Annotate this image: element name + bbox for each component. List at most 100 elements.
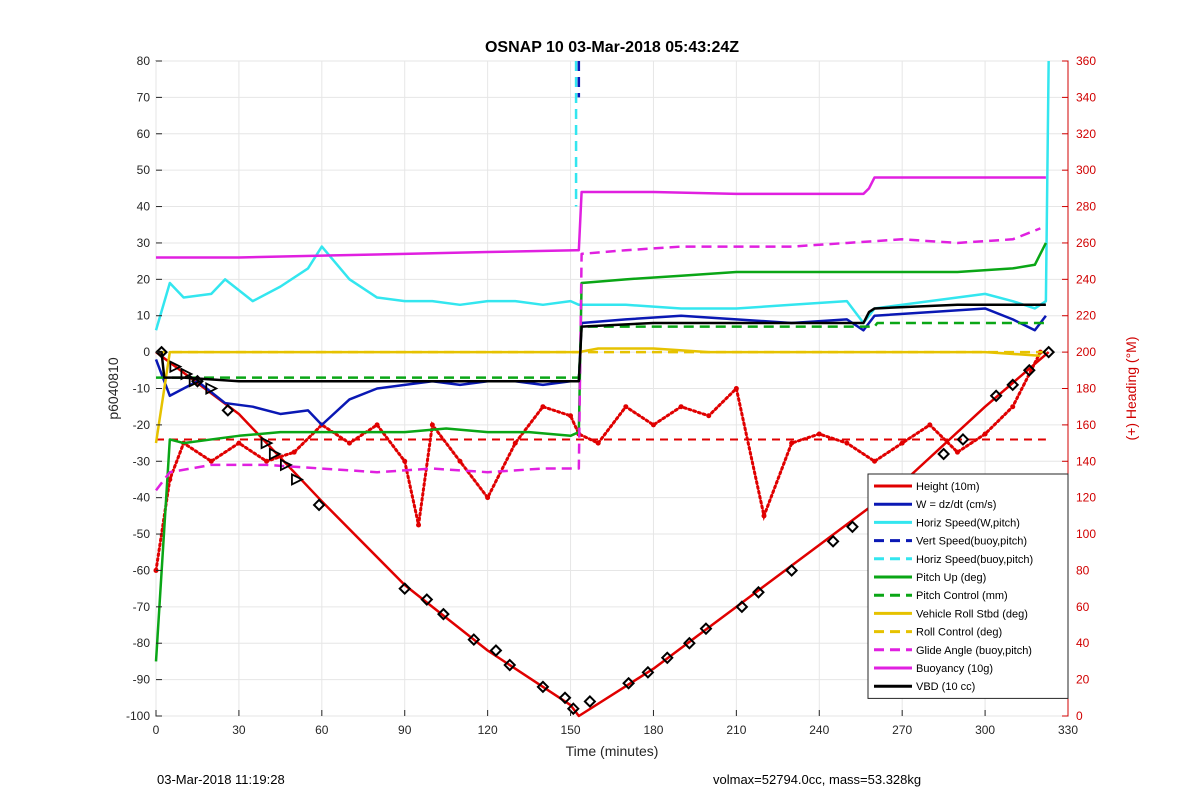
- y-right-tick-label: 360: [1076, 54, 1096, 68]
- y-tick-label: -90: [133, 673, 151, 687]
- heading-point: [485, 495, 491, 501]
- y-right-tick-label: 280: [1076, 200, 1096, 214]
- heading-point: [236, 440, 242, 446]
- heading-point: [291, 449, 297, 455]
- heading-point: [789, 440, 795, 446]
- heading-point: [650, 422, 656, 428]
- diamond-marker: [155, 345, 168, 359]
- y-right-tick-label: 320: [1076, 127, 1096, 141]
- x-tick-label: 180: [643, 723, 663, 737]
- legend: Height (10m) W = dz/dt (cm/s) Horiz Speed(…: [867, 473, 1069, 699]
- legend-entry: Roll Control (deg): [916, 627, 1002, 639]
- diamond-marker: [437, 607, 450, 621]
- triangle-marker: [180, 367, 194, 381]
- y-right-tick-label: 240: [1076, 272, 1096, 286]
- legend-entry: W = dz/dt (cm/s): [916, 499, 996, 511]
- diamond-marker: [1022, 363, 1036, 377]
- heading-point: [416, 522, 422, 528]
- heading-point: [678, 404, 684, 410]
- series-line-6: [156, 321, 1046, 379]
- y-axis-label: p6040810: [105, 357, 121, 420]
- x-axis-label: Time (minutes): [566, 743, 659, 759]
- heading-point: [595, 440, 601, 446]
- heading-point: [733, 386, 739, 391]
- x-tick-label: 60: [315, 723, 329, 737]
- legend-entry: Horiz Speed(W,pitch): [916, 517, 1020, 529]
- y-tick-label: 20: [137, 272, 151, 286]
- y-ticks-right: 0 20 40 60 80 100 120 140 160 180 200 220 240 260 280 3…: [1062, 54, 1096, 723]
- y-right-tick-label: 200: [1076, 345, 1096, 359]
- legend-entry: Glide Angle (buoy,pitch): [916, 645, 1032, 657]
- x-tick-label: 330: [1058, 723, 1078, 737]
- footer-timestamp: 03-Mar-2018 11:19:28: [157, 772, 285, 787]
- triangle-marker: [279, 458, 293, 472]
- y-right-tick-label: 40: [1076, 636, 1090, 650]
- x-tick-label: 270: [892, 723, 912, 737]
- diamond-marker: [312, 498, 326, 512]
- diamond-marker: [221, 403, 235, 417]
- y-tick-label: 0: [143, 345, 150, 359]
- heading-point: [954, 449, 960, 455]
- y-right-tick-label: 60: [1076, 600, 1090, 614]
- diamond-marker: [503, 658, 517, 672]
- diamond-marker: [699, 622, 713, 636]
- x-tick-label: 0: [153, 723, 160, 737]
- y-tick-label: 60: [137, 127, 151, 141]
- diamond-marker: [536, 680, 550, 694]
- x-tick-label: 210: [726, 723, 746, 737]
- triangle-marker: [291, 473, 304, 486]
- triangle-marker: [188, 374, 202, 388]
- y-right-tick-label: 220: [1076, 309, 1096, 323]
- heading-point: [208, 458, 214, 464]
- x-tick-label: 90: [398, 723, 412, 737]
- y-tick-label: 80: [137, 54, 151, 68]
- diamond-marker: [191, 374, 204, 388]
- diamond-marker: [752, 585, 765, 599]
- heading-point: [512, 440, 518, 446]
- x-tick-label: 150: [561, 723, 581, 737]
- heading-series-line: [154, 350, 1042, 572]
- y-tick-label: -50: [133, 527, 151, 541]
- heading-point: [1010, 404, 1016, 410]
- y-right-tick-label: 0: [1076, 709, 1083, 723]
- legend-entry: VBD (10 cc): [916, 681, 975, 693]
- heading-point: [761, 513, 767, 519]
- y-tick-label: -100: [126, 709, 150, 723]
- triangle-marker: [268, 447, 282, 461]
- y-right-tick-label: 300: [1076, 163, 1096, 177]
- y-right-tick-label: 340: [1076, 90, 1096, 104]
- diamond-marker: [398, 582, 412, 596]
- y-right-tick-label: 260: [1076, 236, 1096, 250]
- x-tick-label: 120: [478, 723, 498, 737]
- chart-title: OSNAP 10 03-Mar-2018 05:43:24Z: [485, 39, 739, 56]
- heading-point: [927, 422, 933, 428]
- heading-point: [568, 413, 574, 419]
- diamond-marker: [1006, 378, 1020, 392]
- diamond-marker: [558, 691, 572, 705]
- diamond-marker: [1042, 345, 1056, 359]
- legend-entry: Pitch Up (deg): [916, 572, 986, 584]
- y-tick-label: -60: [133, 563, 151, 577]
- diamond-marker: [420, 593, 434, 606]
- y-right-tick-label: 140: [1076, 454, 1096, 468]
- diamond-marker: [467, 633, 481, 646]
- diamond-marker: [583, 695, 597, 708]
- diamond-marker: [846, 520, 859, 534]
- triangle-marker: [169, 360, 183, 374]
- heading-point: [374, 422, 380, 428]
- y-right-tick-label: 80: [1076, 563, 1090, 577]
- legend-entry: Vert Speed(buoy,pitch): [916, 536, 1027, 548]
- heading-point: [264, 458, 270, 464]
- diamond-marker: [660, 651, 674, 665]
- footer-info: volmax=52794.0cc, mass=53.328kg: [713, 772, 922, 787]
- legend-entry: Pitch Control (mm): [916, 590, 1008, 602]
- y-right-tick-label: 160: [1076, 418, 1096, 432]
- heading-point: [540, 404, 546, 410]
- diamond-marker: [989, 389, 1003, 403]
- diamond-marker: [682, 636, 696, 650]
- y-tick-label: 10: [137, 309, 151, 323]
- heading-point: [457, 458, 463, 464]
- x-tick-label: 300: [975, 723, 995, 737]
- legend-entry: Vehicle Roll Stbd (deg): [916, 608, 1028, 620]
